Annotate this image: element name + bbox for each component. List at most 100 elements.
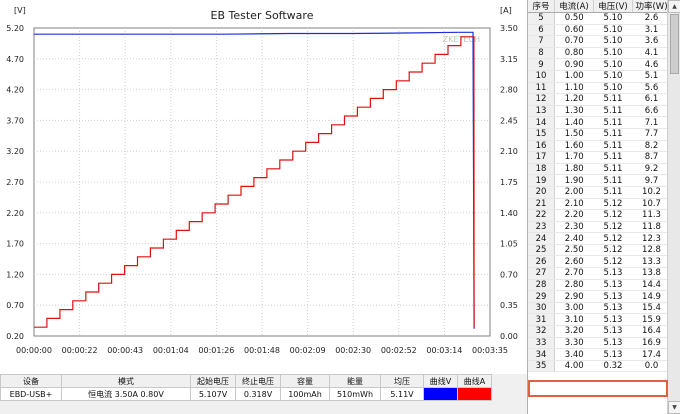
row-voltage: 5.13 — [593, 290, 633, 303]
table-row[interactable]: 35 4.00 0.32 0.0 — [528, 360, 671, 373]
y-left-tick-label: 4.70 — [6, 55, 24, 64]
table-row[interactable]: 8 0.80 5.10 4.1 — [528, 47, 671, 60]
row-power: 5.1 — [632, 70, 671, 83]
scroll-down-icon[interactable]: ▼ — [668, 401, 680, 414]
table-row[interactable]: 6 0.60 5.10 3.1 — [528, 24, 671, 37]
row-power: 4.1 — [632, 47, 671, 60]
row-current: 1.70 — [554, 151, 594, 164]
row-index: 13 — [528, 105, 555, 118]
table-row[interactable]: 22 2.20 5.12 11.3 — [528, 209, 671, 222]
table-row[interactable]: 32 3.20 5.13 16.4 — [528, 325, 671, 338]
row-current: 2.50 — [554, 244, 594, 257]
table-row[interactable]: 14 1.40 5.11 7.1 — [528, 116, 671, 129]
row-voltage: 5.11 — [593, 105, 633, 118]
chart-title: EB Tester Software — [211, 9, 314, 22]
col-avg-voltage: 均压 — [380, 374, 424, 388]
row-power: 15.9 — [632, 313, 671, 327]
curve-a-swatch[interactable] — [458, 388, 491, 400]
table-row[interactable]: 20 2.00 5.11 10.2 — [528, 186, 671, 199]
table-row[interactable]: 11 1.10 5.10 5.6 — [528, 82, 671, 95]
row-index: 5 — [528, 12, 555, 25]
table-row[interactable]: 33 3.30 5.13 16.9 — [528, 337, 671, 350]
table-row[interactable]: 24 2.40 5.12 12.3 — [528, 232, 671, 245]
table-row[interactable]: 7 0.70 5.10 3.6 — [528, 35, 671, 48]
th-current[interactable]: 电流(A) — [554, 0, 594, 13]
table-row[interactable]: 23 2.30 5.12 11.8 — [528, 221, 671, 234]
table-row[interactable]: 34 3.40 5.13 17.4 — [528, 348, 671, 361]
row-current: 2.90 — [554, 290, 594, 303]
curve-a-color-cell[interactable] — [457, 387, 492, 401]
table-row[interactable]: 15 1.50 5.11 7.7 — [528, 128, 671, 141]
row-current: 1.60 — [554, 140, 594, 153]
row-index: 9 — [528, 58, 555, 71]
row-power: 12.3 — [632, 232, 671, 245]
col-capacity: 容量 — [280, 374, 330, 388]
row-power: 9.2 — [632, 163, 671, 176]
start-voltage-value: 5.107V — [190, 387, 236, 401]
row-index: 19 — [528, 174, 555, 187]
row-voltage: 5.13 — [593, 325, 633, 338]
table-row[interactable]: 18 1.80 5.11 9.2 — [528, 163, 671, 176]
table-row[interactable]: 27 2.70 5.13 13.8 — [528, 267, 671, 280]
row-voltage: 5.10 — [593, 24, 633, 37]
row-index: 31 — [528, 313, 555, 327]
table-row[interactable]: 25 2.50 5.12 12.8 — [528, 244, 671, 257]
table-row[interactable]: 30 3.00 5.13 15.4 — [528, 302, 671, 315]
row-index: 14 — [528, 116, 555, 129]
device-name[interactable]: EBD-USB+ — [0, 387, 62, 401]
table-scrollbar[interactable]: ▲ ▼ — [667, 0, 680, 414]
col-end-voltage: 终止电压 — [235, 374, 281, 388]
table-row[interactable]: 13 1.30 5.11 6.6 — [528, 105, 671, 118]
y-right-tick-label: 1.75 — [500, 178, 518, 187]
table-row[interactable]: 31 3.10 5.13 15.9 — [528, 313, 671, 327]
table-row[interactable]: 16 1.60 5.11 8.2 — [528, 140, 671, 153]
row-voltage: 5.10 — [593, 47, 633, 60]
curve-v-color-cell[interactable] — [423, 387, 458, 401]
th-voltage[interactable]: 电压(V) — [593, 0, 633, 13]
row-index: 30 — [528, 302, 555, 315]
x-tick-label: 00:02:52 — [381, 346, 417, 355]
row-current: 1.80 — [554, 163, 594, 176]
scroll-thumb[interactable] — [670, 14, 679, 74]
x-tick-label: 00:01:26 — [198, 346, 234, 355]
table-row[interactable]: 26 2.60 5.12 13.3 — [528, 255, 671, 269]
table-row[interactable]: 19 1.90 5.11 9.7 — [528, 174, 671, 187]
table-row[interactable]: 12 1.20 5.11 6.1 — [528, 93, 671, 106]
row-voltage: 5.12 — [593, 255, 633, 269]
table-row[interactable]: 5 0.50 5.10 2.6 — [528, 12, 671, 25]
row-index: 7 — [528, 35, 555, 48]
row-voltage: 0.32 — [593, 360, 633, 373]
row-current: 2.30 — [554, 221, 594, 234]
row-voltage: 5.13 — [593, 279, 633, 292]
row-index: 32 — [528, 325, 555, 338]
table-row[interactable]: 29 2.90 5.13 14.9 — [528, 290, 671, 303]
row-current: 1.00 — [554, 70, 594, 83]
row-index: 18 — [528, 163, 555, 176]
row-power: 0.0 — [632, 360, 671, 373]
row-index: 21 — [528, 198, 555, 211]
row-power: 3.1 — [632, 24, 671, 37]
y-left-tick-label: 3.20 — [6, 147, 24, 156]
th-index[interactable]: 序号 — [528, 0, 555, 13]
table-row[interactable]: 28 2.80 5.13 14.4 — [528, 279, 671, 292]
table-row[interactable]: 21 2.10 5.12 10.7 — [528, 198, 671, 211]
row-index: 27 — [528, 267, 555, 280]
row-index: 26 — [528, 255, 555, 269]
th-power[interactable]: 功率(W) — [632, 0, 671, 13]
table-row[interactable]: 10 1.00 5.10 5.1 — [528, 70, 671, 83]
row-index: 11 — [528, 82, 555, 95]
row-current: 1.20 — [554, 93, 594, 106]
y-right-tick-label: 0.70 — [500, 270, 518, 279]
table-row[interactable]: 9 0.90 5.10 4.6 — [528, 58, 671, 71]
row-voltage: 5.13 — [593, 302, 633, 315]
row-current: 3.10 — [554, 313, 594, 327]
scroll-up-icon[interactable]: ▲ — [668, 0, 680, 13]
y-right-tick-label: 0.00 — [500, 332, 518, 341]
row-voltage: 5.12 — [593, 221, 633, 234]
y-right-tick-label: 3.15 — [500, 55, 518, 64]
row-index: 17 — [528, 151, 555, 164]
curve-v-swatch[interactable] — [424, 388, 457, 400]
table-row[interactable]: 17 1.70 5.11 8.7 — [528, 151, 671, 164]
row-power: 9.7 — [632, 174, 671, 187]
y-right-tick-label: 0.35 — [500, 301, 518, 310]
